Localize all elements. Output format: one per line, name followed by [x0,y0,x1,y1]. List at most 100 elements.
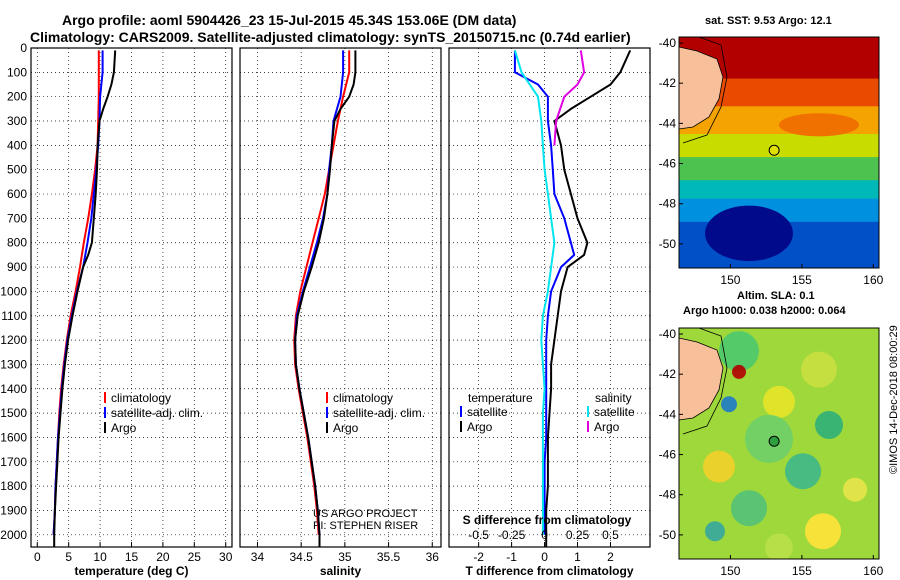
temperature-legend-label: climatology [111,391,171,405]
salinity-series-satellite-adj-clim- [294,50,345,535]
temperature-ytick-label: 1800 [0,479,27,493]
sla-ytick-label: -44 [659,407,677,421]
difference-grid [449,47,650,547]
sla-xtick-label: 150 [720,564,740,578]
sla-map-eddy [843,477,867,502]
sla-map-field [679,328,879,559]
sla-map-eddy [785,453,821,490]
salinity-grid [240,47,441,547]
temperature-ytick-label: 2000 [0,528,27,542]
sla-map-eddy [731,490,767,527]
header-line1: Argo profile: aoml 5904426_23 15-Jul-201… [62,12,517,28]
temperature-ytick-label: 700 [7,211,27,225]
sst-map-warm-patch [779,113,859,137]
temperature-ytick-label: 200 [7,90,27,104]
difference-xtick-label: 0 [541,550,548,564]
sst-ytick-label: -46 [659,157,677,171]
sst-ytick-label: -44 [659,116,677,130]
salinity-frame [239,47,442,548]
sla-map-eddy [719,331,759,372]
difference-xlabel: T difference from climatology [465,564,633,578]
sla-ytick-label: -46 [659,448,677,462]
sst-map-cold-patch [705,205,793,262]
difference-top-xlabel: S difference from climatology [463,513,632,527]
sst-map-land [679,46,724,130]
temperature-ytick-label: 800 [7,236,27,250]
salinity-legend-label: satellite-adj. clim. [333,406,425,420]
sla-map-eddy [721,396,737,413]
sla-map-eddy [763,385,795,418]
sla-xtick-label: 160 [863,564,883,578]
sst-map-frame [678,36,880,269]
sla-map-title-line2: Argo h1000: 0.038 h2000: 0.064 [683,305,846,317]
sla-map-eddy [705,521,725,542]
temperature-ytick-label: 1900 [0,503,27,517]
sla-argo-marker [768,435,780,447]
temperature-ytick-label: 600 [7,187,27,201]
temperature-ytick-label: 900 [7,260,27,274]
difference-legend-temperature-title: temperature [468,391,533,405]
sla-ytick-label: -42 [659,367,677,381]
sst-ytick-label: -48 [659,197,677,211]
temperature-legend-label: satellite-adj. clim. [111,406,203,420]
sst-map-field [679,37,879,268]
temperature-ytick-label: 0 [20,41,27,55]
salinity-xtick-label: 36 [426,550,440,564]
salinity-legend-label: climatology [333,391,393,405]
temperature-ytick-label: 1500 [0,406,27,420]
sla-xtick-label: 155 [792,564,812,578]
difference-legend-temperature-label: satellite [467,405,508,419]
argo-project-credit: US ARGO PROJECT [313,508,418,520]
difference-series-temperature-satellite [513,50,576,535]
sst-argo-marker [768,144,780,156]
difference-xtick-label: 1 [574,550,581,564]
difference-top-xtick-label: 0.5 [602,528,619,542]
temperature-grid [31,47,232,547]
salinity-xtick-label: 35.5 [377,550,401,564]
difference-top-xtick-label: -0.5 [468,528,489,542]
temperature-legend-label: Argo [111,421,137,435]
sst-xtick-label: 160 [863,273,883,287]
difference-legend-salinity-label: Argo [594,420,620,434]
temperature-ytick-label: 1300 [0,357,27,371]
sla-map-frame [678,327,880,560]
salinity-xtick-label: 35 [338,550,352,564]
temperature-series-argo [53,50,117,547]
sla-ytick-label: -48 [659,488,677,502]
temperature-ytick-label: 100 [7,65,27,79]
sla-ytick-label: -40 [659,327,677,341]
difference-legend-salinity-label: satellite [594,405,635,419]
sst-ytick-label: -40 [659,36,677,50]
temperature-ytick-label: 1600 [0,430,27,444]
sla-ytick-label: -50 [659,528,677,542]
temperature-xtick-label: 30 [219,550,233,564]
difference-legend-temperature-label: Argo [467,420,493,434]
sla-map-eddy [732,364,746,379]
temperature-xtick-label: 10 [93,550,107,564]
sla-map-eddy [815,411,843,440]
difference-top-xtick-label: 0.25 [566,528,590,542]
sla-map-land [679,337,724,421]
salinity-xlabel: salinity [320,564,362,578]
difference-legend-salinity-title: salinity [595,391,632,405]
sla-map-eddy [703,450,735,483]
temperature-ytick-label: 500 [7,163,27,177]
salinity-xtick-label: 34 [251,550,265,564]
temperature-ytick-label: 1700 [0,455,27,469]
sla-map-eddy [805,513,841,550]
difference-series-temperature-argo [545,49,632,547]
header-line2: Climatology: CARS2009. Satellite-adjuste… [30,29,631,45]
sla-map-eddy [765,533,793,559]
difference-xtick-label: -2 [473,550,484,564]
salinity-legend-label: Argo [333,421,359,435]
temperature-xtick-label: 0 [34,550,41,564]
sst-ytick-label: -42 [659,76,677,90]
temperature-xtick-label: 20 [156,550,170,564]
difference-xtick-label: -1 [506,550,517,564]
difference-top-xtick-label: 0 [541,528,548,542]
sla-map-eddy [745,414,793,463]
salinity-xtick-label: 34.5 [289,550,313,564]
argo-pi-credit: PI: STEPHEN RISER [313,520,419,532]
temperature-ytick-label: 400 [7,138,27,152]
